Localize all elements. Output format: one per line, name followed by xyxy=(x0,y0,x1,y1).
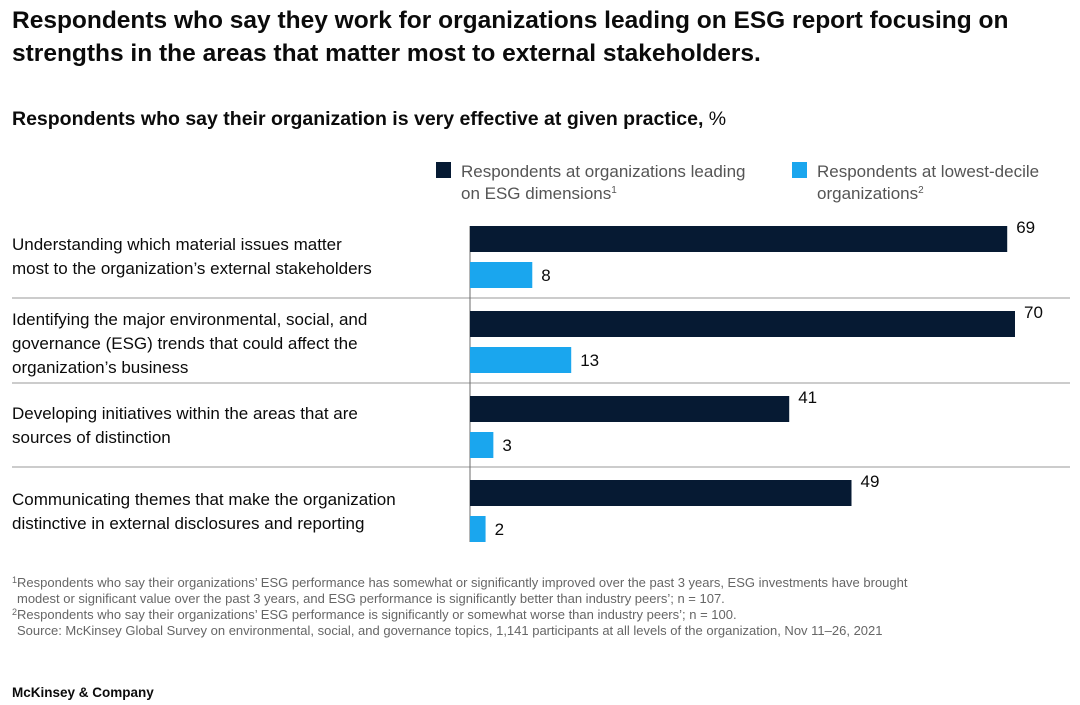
bar-s2-c3 xyxy=(470,432,494,458)
legend-label-1: Respondents at organizations leading on E… xyxy=(461,162,745,203)
chart-title: Respondents who say they work for organi… xyxy=(12,7,1009,67)
category-label-2: Identifying the major environmental, soc… xyxy=(12,310,367,377)
data-label-s1-c1: 69 xyxy=(1016,218,1035,237)
footnote-1-line-1: 1Respondents who say their organizations… xyxy=(12,575,908,590)
data-label-s2-c2: 13 xyxy=(580,351,599,370)
footnote-1-line-2: modest or significant value over the pas… xyxy=(17,591,725,606)
category-label-3: Developing initiatives within the areas … xyxy=(12,404,358,447)
bar-chart: Respondents at organizations leading on E… xyxy=(12,162,1070,542)
bar-s1-c1 xyxy=(470,226,1008,252)
data-label-s1-c2: 70 xyxy=(1024,303,1043,322)
bar-s2-c2 xyxy=(470,347,572,373)
footnote-2-marker: 2 xyxy=(12,607,18,617)
data-label-s1-c3: 41 xyxy=(798,388,817,407)
data-label-s2-c3: 3 xyxy=(502,436,511,455)
source-note: Source: McKinsey Global Survey on enviro… xyxy=(17,623,883,638)
data-label-s2-c1: 8 xyxy=(541,266,550,285)
bar-s2-c4 xyxy=(470,516,486,542)
footnote-1-marker: 1 xyxy=(12,575,18,585)
data-label-s1-c4: 49 xyxy=(861,472,880,491)
bar-s1-c2 xyxy=(470,311,1015,337)
legend-label-2: Respondents at lowest-decile organization… xyxy=(817,162,1039,203)
subtitle-text: Respondents who say their organization i… xyxy=(12,108,704,130)
bar-s1-c3 xyxy=(470,396,790,422)
category-label-4: Communicating themes that make the organ… xyxy=(12,490,396,533)
chart-subtitle: Respondents who say their organization i… xyxy=(12,106,726,132)
bar-s2-c1 xyxy=(470,262,533,288)
data-label-s2-c4: 2 xyxy=(495,520,504,539)
category-label-1: Understanding which material issues matt… xyxy=(12,235,372,278)
brand-logo-text: McKinsey & Company xyxy=(12,685,154,700)
footnotes: 1Respondents who say their organizations… xyxy=(12,575,1062,639)
legend-swatch-1 xyxy=(436,162,451,178)
footnote-2: 2Respondents who say their organizations… xyxy=(12,607,737,622)
bar-s1-c4 xyxy=(470,480,852,506)
legend-swatch-2 xyxy=(792,162,807,178)
subtitle-unit: % xyxy=(708,108,727,130)
